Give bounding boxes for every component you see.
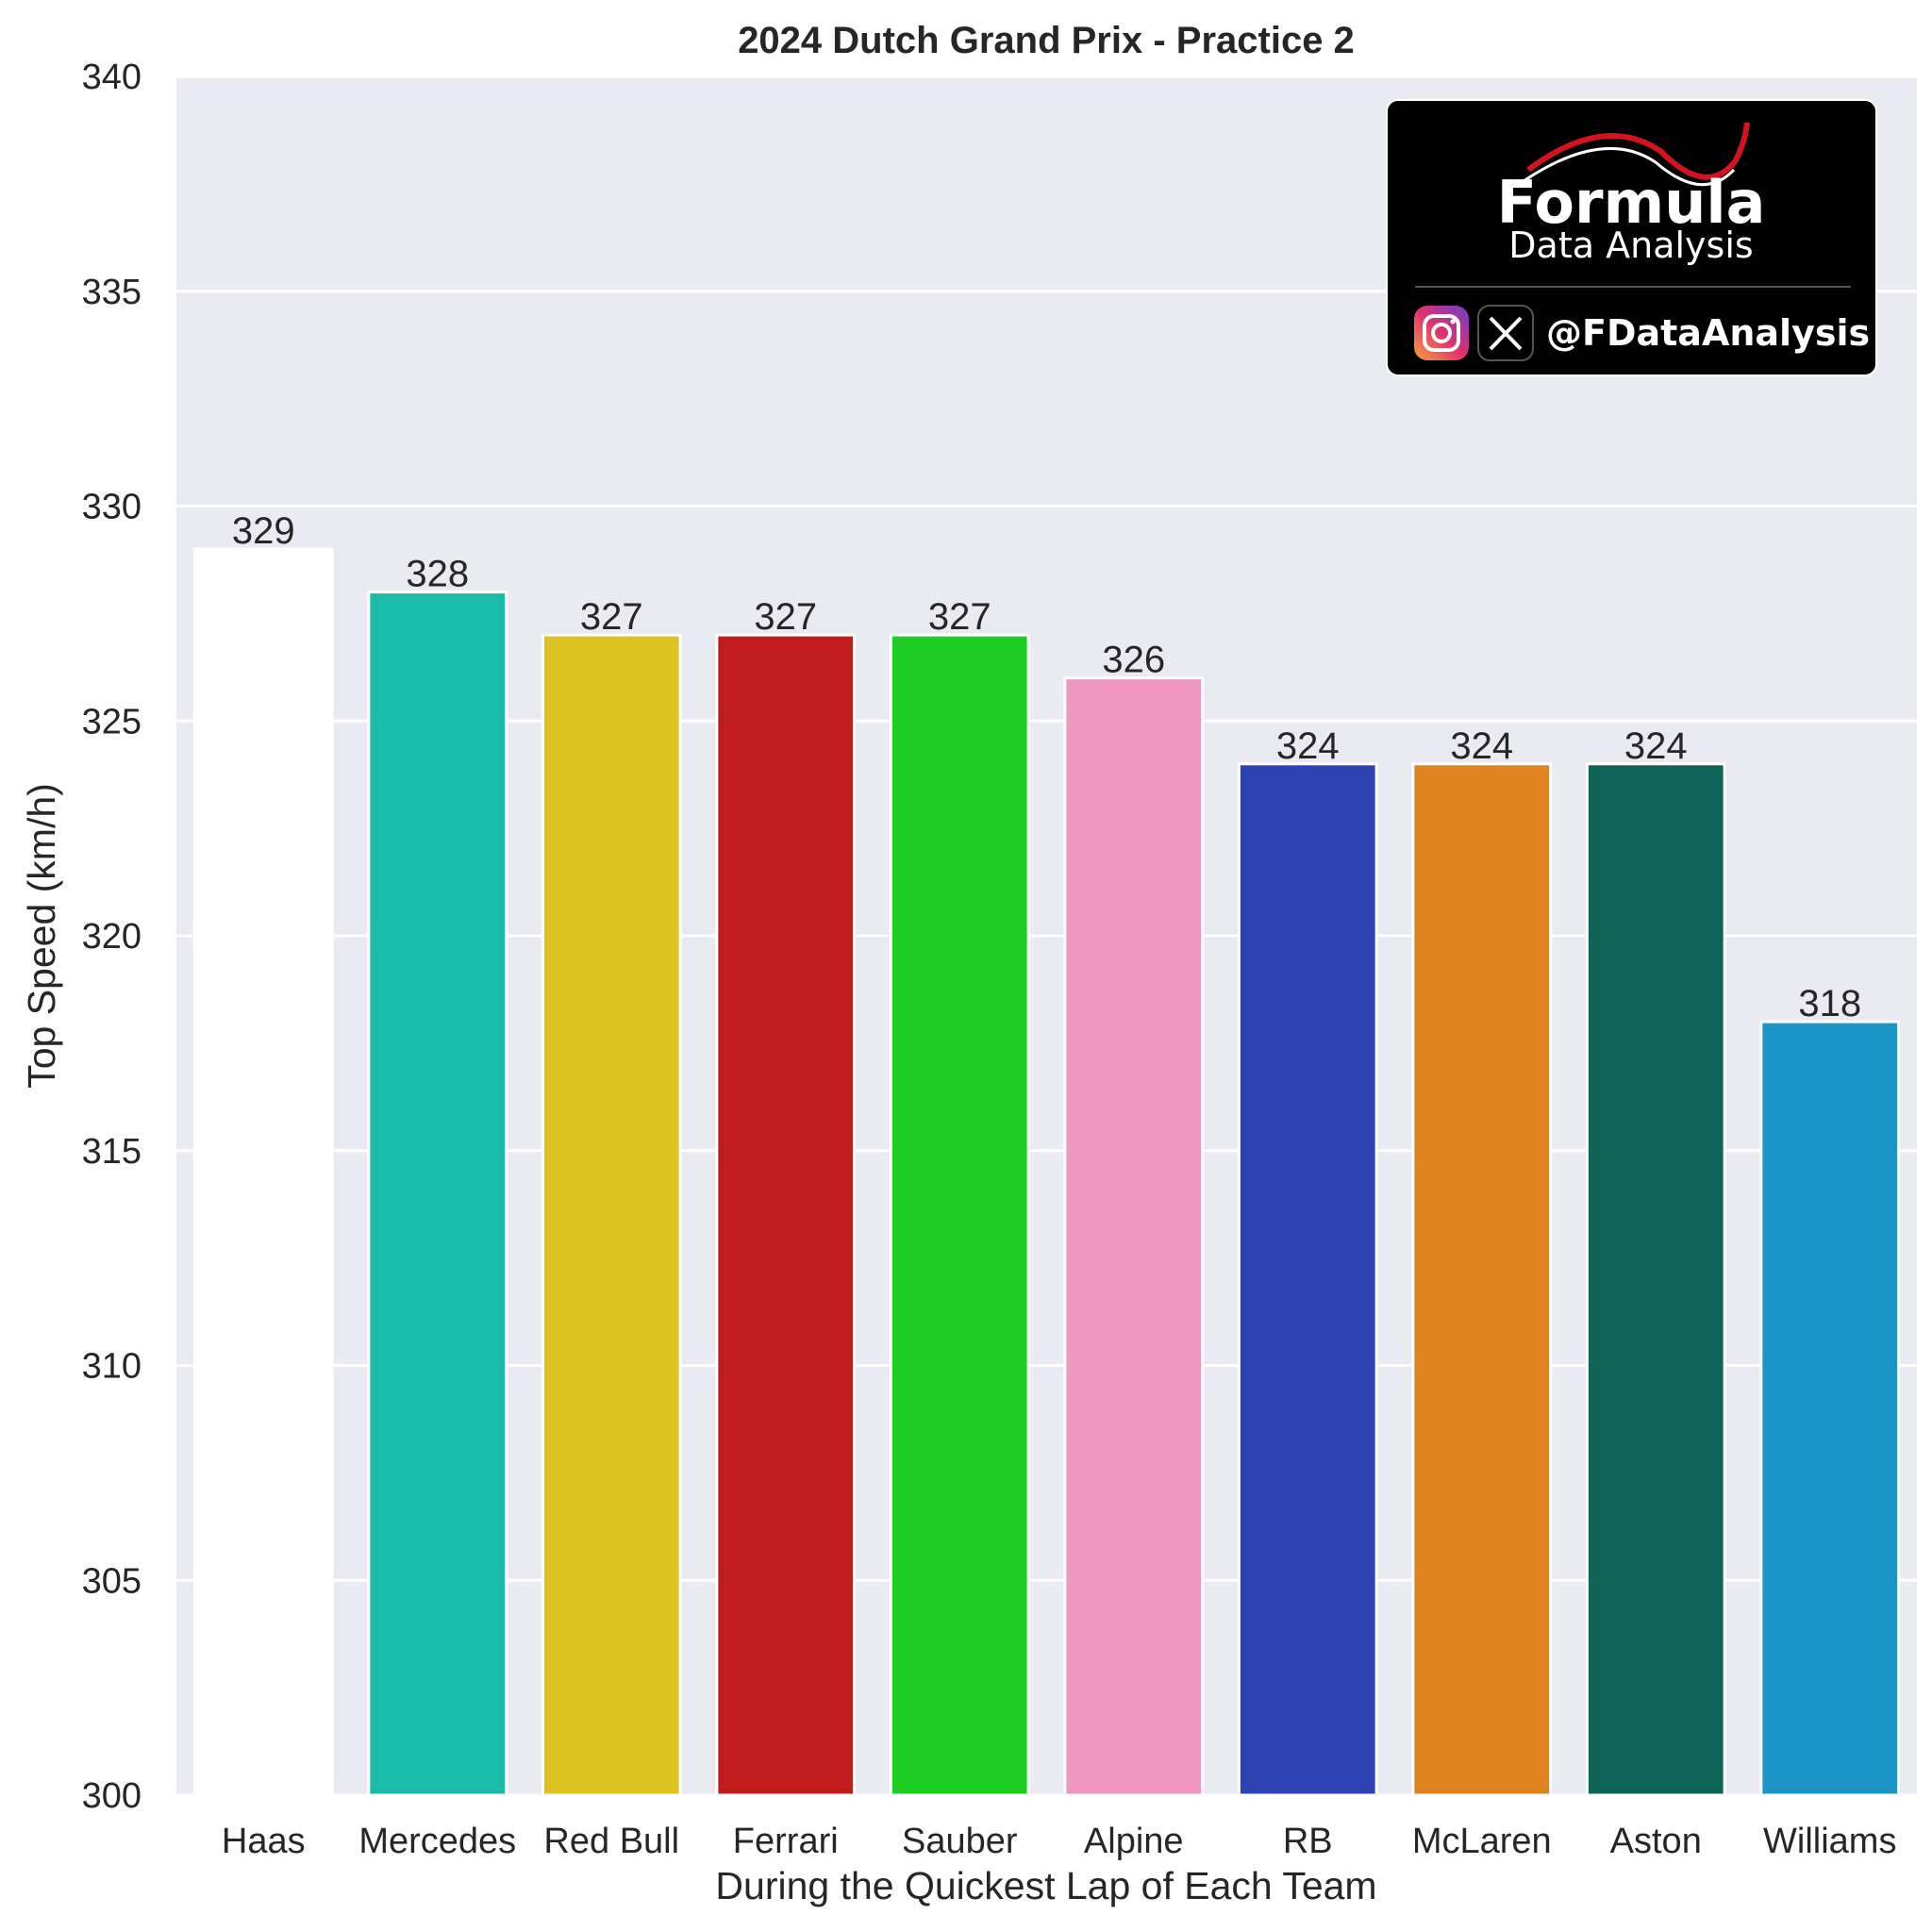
y-tick-label: 330 <box>82 488 142 527</box>
y-tick-label: 315 <box>82 1132 142 1172</box>
bar-aston <box>1585 762 1726 1797</box>
x-axis-label: During the Quickest Lap of Each Team <box>715 1864 1376 1907</box>
y-tick-label: 335 <box>82 273 142 312</box>
x-tick-labels: Haas Mercedes Red Bull Ferrari Sauber Alpine R… <box>222 1822 1897 1861</box>
y-tick-labels: 300 305 310 315 320 325 330 335 340 <box>82 58 142 1816</box>
bar-ferrari <box>715 633 857 1797</box>
bar-mercedes <box>367 591 508 1797</box>
value-label: 327 <box>754 596 817 638</box>
bars <box>192 547 1901 1797</box>
bar-rb <box>1237 762 1378 1797</box>
x-tick-label: Alpine <box>1084 1822 1184 1861</box>
x-tick-label: Mercedes <box>358 1822 516 1861</box>
value-label: 324 <box>1276 725 1340 767</box>
bar-haas <box>192 547 334 1797</box>
x-tick-label: Ferrari <box>733 1822 839 1861</box>
bar-williams <box>1759 1020 1901 1797</box>
value-label: 328 <box>406 554 469 595</box>
x-icon <box>1477 305 1534 361</box>
y-tick-label: 300 <box>82 1776 142 1816</box>
y-axis-label: Top Speed (km/h) <box>20 783 63 1089</box>
formula-swoosh-icon <box>1523 122 1750 187</box>
y-tick-label: 340 <box>82 58 142 97</box>
bar-red-bull <box>541 633 682 1797</box>
watermark-logo: Formula Data Analysis @FDataAnalysis <box>1386 99 1877 376</box>
value-label: 318 <box>1798 983 1861 1024</box>
watermark-brand: Formula <box>1497 168 1766 237</box>
bar-alpine <box>1063 676 1205 1797</box>
x-tick-label: Red Bull <box>543 1822 679 1861</box>
y-tick-label: 325 <box>82 702 142 741</box>
x-tick-label: Haas <box>222 1822 306 1861</box>
value-label: 324 <box>1450 725 1513 767</box>
x-tick-label: McLaren <box>1412 1822 1552 1861</box>
x-tick-label: RB <box>1283 1822 1333 1861</box>
value-label: 327 <box>580 596 643 638</box>
x-tick-label: Williams <box>1763 1822 1896 1861</box>
value-labels: 329 328 327 327 327 326 324 324 324 318 <box>232 510 1861 1024</box>
y-tick-label: 320 <box>82 917 142 957</box>
instagram-icon <box>1414 306 1469 360</box>
watermark-handle: @FDataAnalysis <box>1546 312 1870 354</box>
chart-title: 2024 Dutch Grand Prix - Practice 2 <box>738 20 1355 61</box>
y-tick-label: 310 <box>82 1347 142 1387</box>
bar-mclaren <box>1411 762 1553 1797</box>
value-label: 324 <box>1624 725 1688 767</box>
watermark-subtitle: Data Analysis <box>1508 225 1753 266</box>
bar-sauber <box>889 633 1030 1797</box>
value-label: 326 <box>1102 640 1165 681</box>
x-tick-label: Sauber <box>902 1822 1018 1861</box>
x-tick-label: Aston <box>1610 1822 1702 1861</box>
y-tick-label: 305 <box>82 1561 142 1601</box>
value-label: 327 <box>928 596 991 638</box>
value-label: 329 <box>232 510 295 552</box>
